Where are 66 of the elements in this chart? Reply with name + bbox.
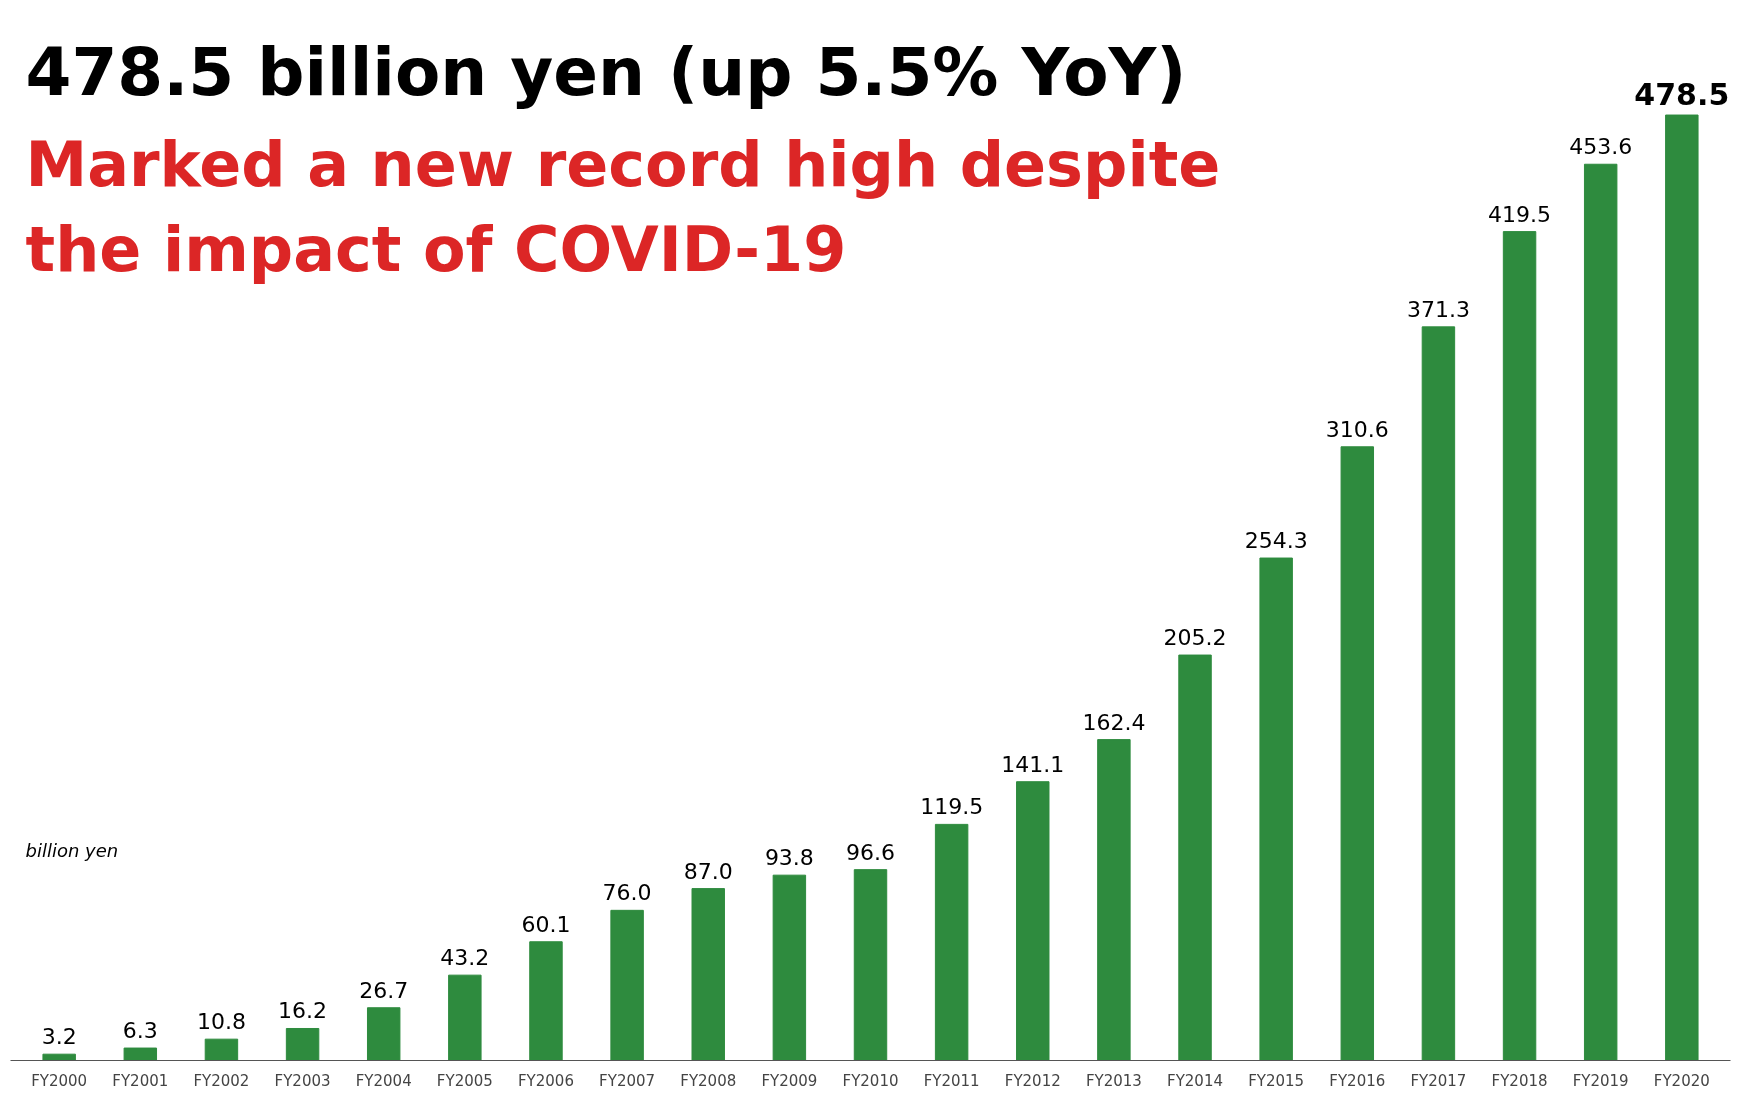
data-label: 453.6: [1569, 134, 1633, 160]
bar: [853, 869, 888, 1061]
bar: [529, 941, 563, 1061]
bar: [42, 1053, 76, 1061]
x-tick-label: FY2004: [355, 1071, 412, 1090]
bar: [1421, 326, 1456, 1061]
x-tick-label: FY2015: [1248, 1071, 1305, 1090]
y-axis-title: billion yen: [25, 839, 119, 861]
data-label: 43.2: [440, 945, 490, 971]
bar: [1178, 654, 1212, 1061]
data-label: 96.6: [846, 839, 895, 865]
bar: [1016, 781, 1050, 1061]
data-label: 254.3: [1244, 528, 1308, 554]
x-tick-label: FY2009: [761, 1071, 818, 1090]
x-tick-label: FY2016: [1329, 1071, 1386, 1090]
x-tick-label: FY2012: [1004, 1071, 1061, 1090]
data-label: 76.0: [602, 880, 652, 906]
data-label: 87.0: [683, 858, 733, 884]
x-tick-label: FY2010: [842, 1071, 899, 1090]
data-label: 16.2: [278, 998, 328, 1024]
x-tick-label: FY2006: [517, 1071, 574, 1090]
bar: [1665, 114, 1699, 1061]
data-label: 10.8: [196, 1009, 246, 1035]
bar: [123, 1047, 158, 1061]
x-tick-label: FY2017: [1410, 1071, 1467, 1090]
data-label: 119.5: [920, 794, 984, 820]
bar: [1502, 231, 1537, 1061]
x-tick-label: FY2020: [1653, 1071, 1710, 1090]
bar: [204, 1038, 239, 1061]
data-label: 162.4: [1082, 709, 1146, 735]
bar: [1097, 739, 1131, 1061]
x-tick-label: FY2011: [923, 1071, 980, 1090]
text: Marked a new record high despite the impact of COVID-19: [25, 127, 1221, 286]
bar: [1583, 163, 1618, 1061]
chart-title: 478.5 billion yen (up 5.5% YoY): [25, 33, 1187, 111]
bar: [691, 888, 725, 1061]
bar: [1340, 446, 1375, 1061]
x-tick-label: FY2018: [1491, 1071, 1548, 1090]
x-tick-label: FY2019: [1572, 1071, 1629, 1090]
data-label: 6.3: [122, 1018, 158, 1044]
data-label: 93.8: [764, 845, 814, 871]
x-tick-label: FY2002: [193, 1071, 250, 1090]
x-tick-label: FY2014: [1167, 1071, 1224, 1090]
x-tick-label: FY2007: [599, 1071, 656, 1090]
data-label: 60.1: [521, 911, 571, 937]
data-label: 419.5: [1488, 201, 1552, 227]
bar: [285, 1027, 320, 1061]
bar: [934, 823, 969, 1061]
bar: [610, 909, 644, 1061]
x-tick-label: FY2001: [112, 1071, 169, 1090]
bar: [772, 874, 807, 1061]
data-label: 3.2: [41, 1024, 77, 1050]
data-label: 310.6: [1325, 416, 1389, 442]
data-label: 478.5: [1634, 77, 1730, 113]
x-tick-label: FY2003: [274, 1071, 331, 1090]
data-label: 26.7: [359, 977, 409, 1003]
bar: [366, 1007, 401, 1061]
x-tick-label: FY2005: [436, 1071, 493, 1090]
bar: [448, 974, 482, 1061]
x-tick-label: FY2013: [1085, 1071, 1142, 1090]
data-label: 205.2: [1163, 625, 1227, 651]
x-tick-label: FY2000: [31, 1071, 88, 1090]
data-label: 141.1: [1001, 751, 1065, 777]
bar: [1259, 557, 1293, 1061]
data-label: 371.3: [1406, 296, 1470, 322]
x-tick-label: FY2008: [680, 1071, 737, 1090]
